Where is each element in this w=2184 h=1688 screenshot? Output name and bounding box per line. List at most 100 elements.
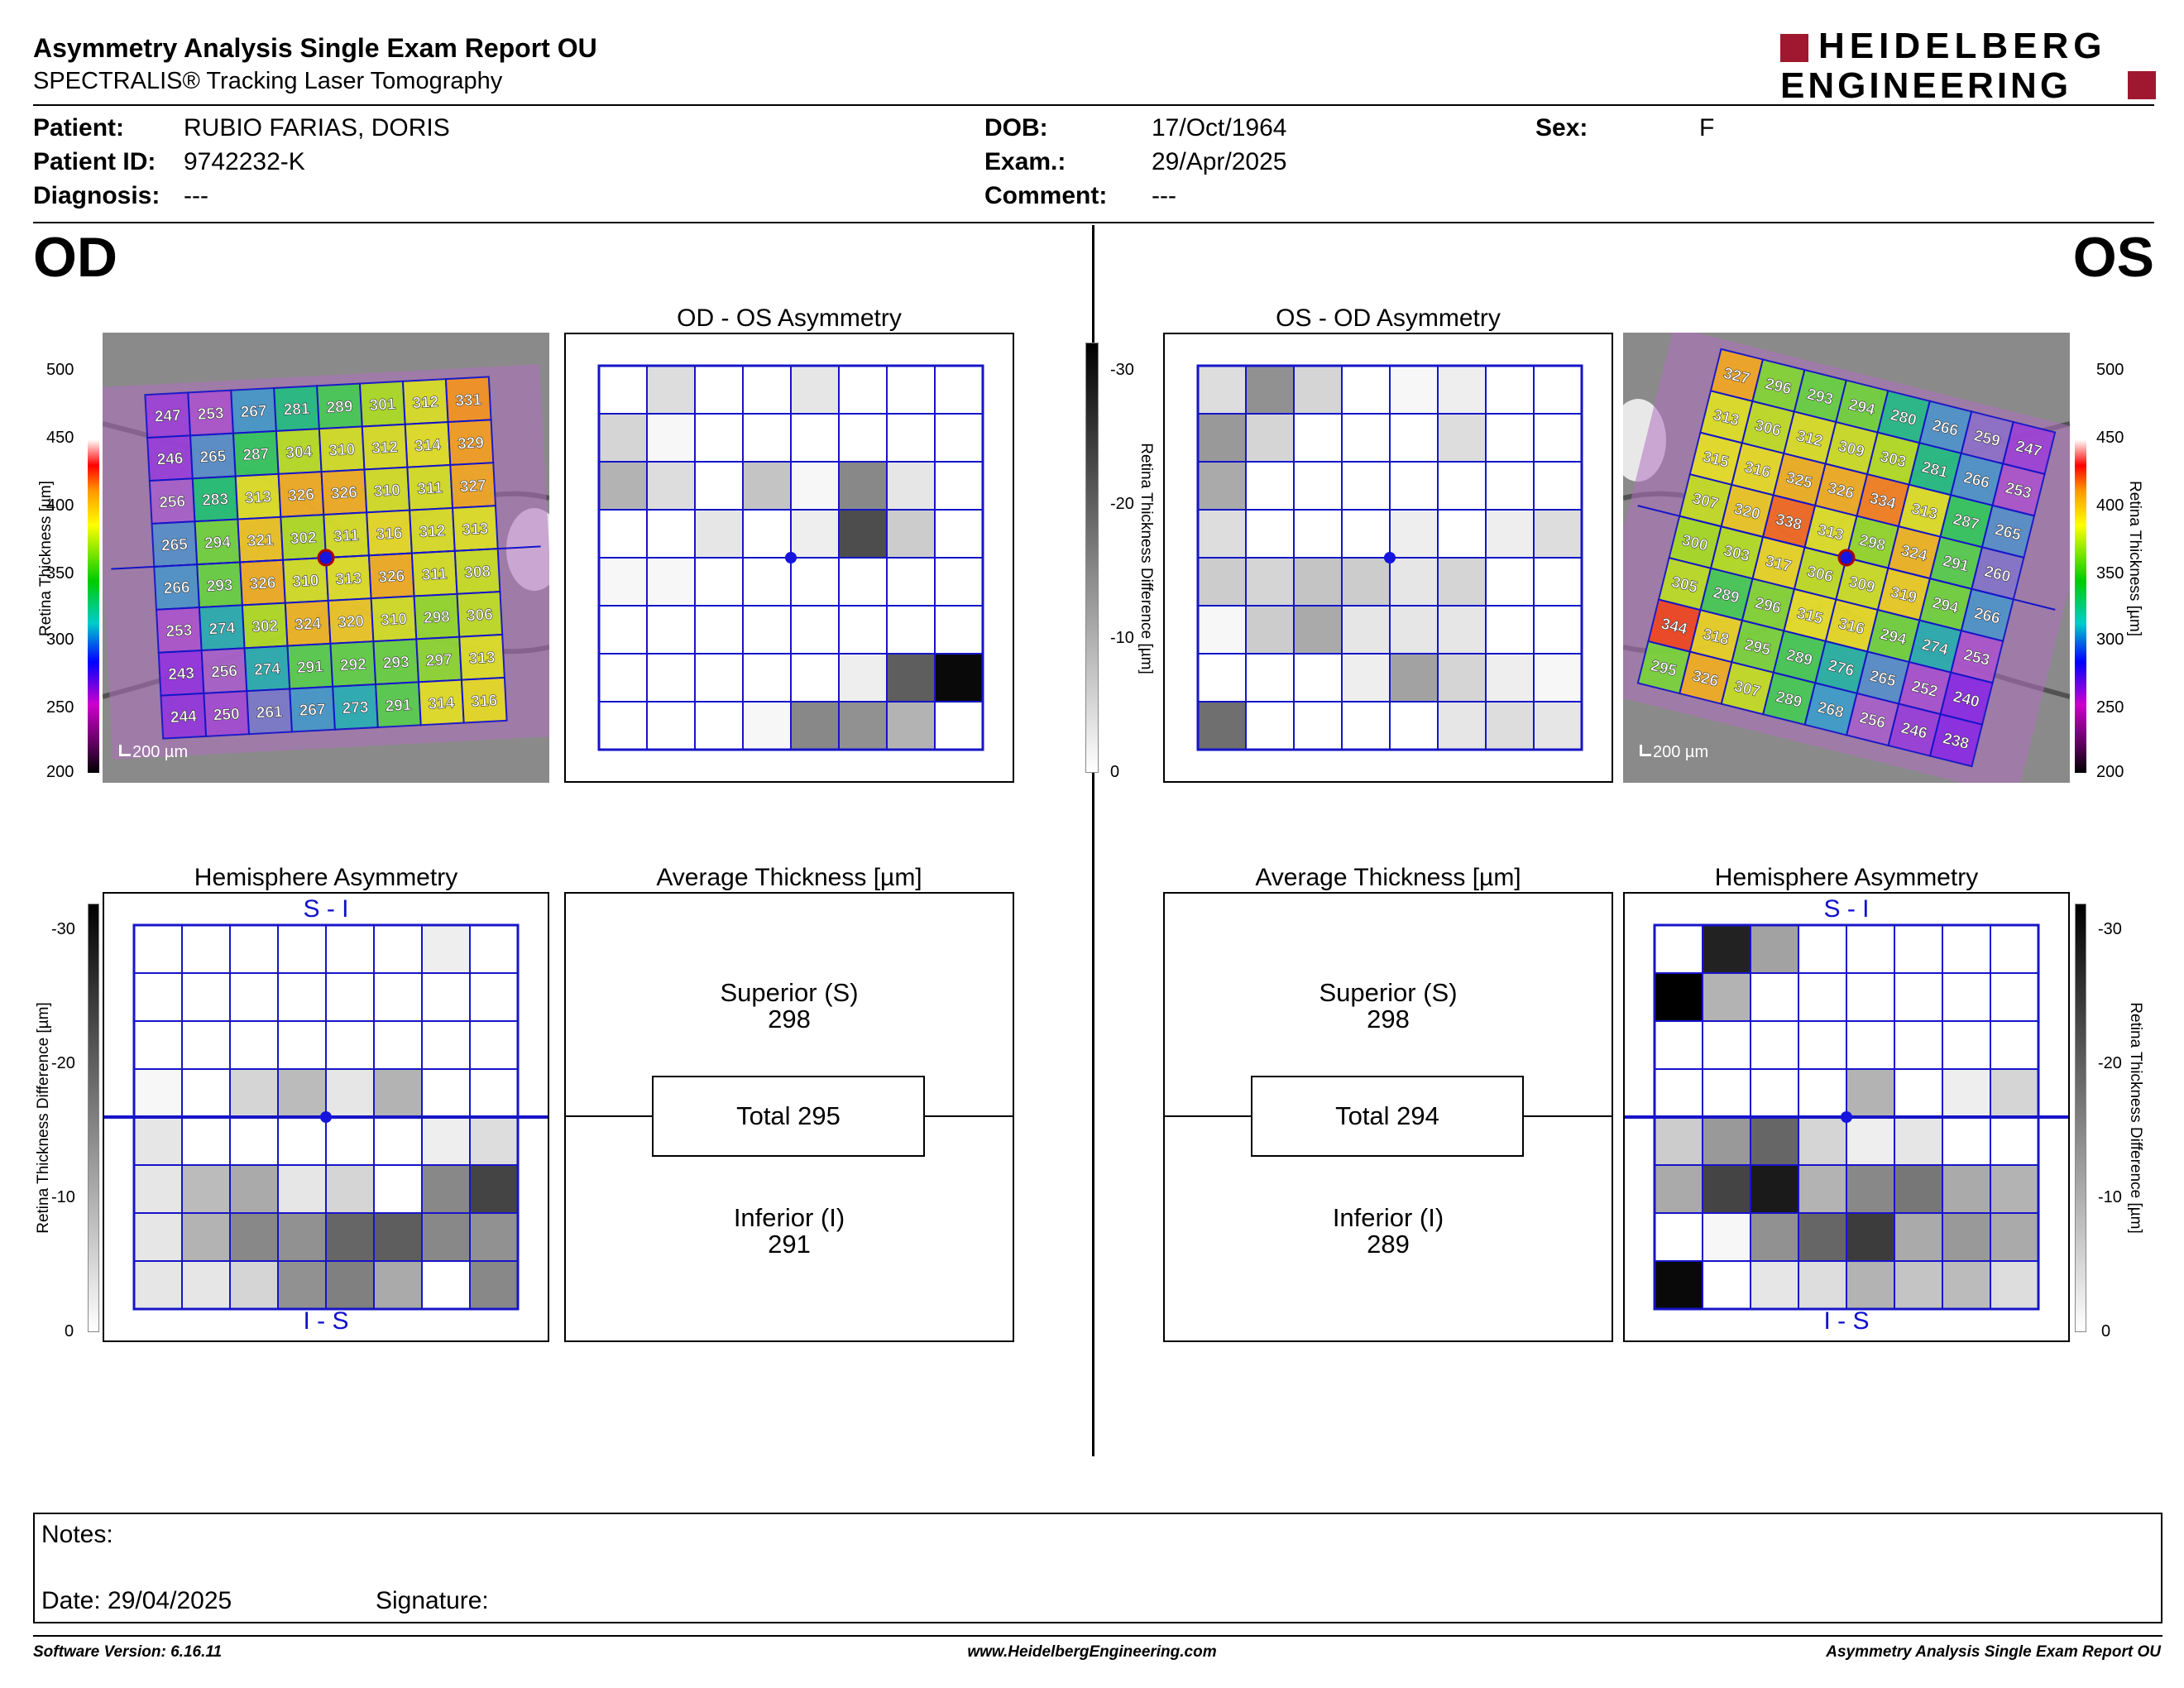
os-hemi-cell [1750,1260,1799,1310]
od-asym-cell [838,653,888,703]
os-average-title: Average Thickness [µm] [1255,864,1521,891]
os-fovea-dot [1837,549,1856,567]
od-hemi-cell [277,1260,327,1310]
os-hemi-cell [1750,1068,1799,1118]
os-hemi-cell [1990,1212,2039,1262]
report-title: Asymmetry Analysis Single Exam Report OU [33,33,597,63]
od-hemisphere-title: Hemisphere Asymmetry [194,864,458,891]
od-eye-label: OD [33,226,117,289]
os-inferior-label: Inferior (I) [1332,1203,1444,1232]
od-hemi-cell [181,972,231,1022]
od-thickness-value: 312 [412,394,439,413]
logo-text-engineering: ENGINEERING [1780,65,2072,106]
od-asym-cell [934,557,984,607]
patient-id-value: 9742232-K [184,148,305,175]
od-asym-cell [742,605,792,655]
od-thick-tick-350: 350 [46,564,74,583]
os-hemi-cell [1990,1068,2039,1118]
od-thick-tick-400: 400 [46,496,74,515]
od-asym-cell [646,413,696,463]
os-thick-tick-400: 400 [2096,496,2124,515]
os-thickness-colorbar [2075,346,2086,773]
od-thickness-value: 311 [417,479,443,498]
od-hemi-cell [229,1068,279,1118]
os-asym-cell [1245,413,1295,463]
od-hemi-cell [469,1116,519,1166]
od-thickness-value: 266 [163,579,190,598]
od-hemi-cell [421,972,471,1022]
od-thickness-value: 313 [245,488,272,507]
os-thick-tick-500: 500 [2096,361,2124,379]
os-thick-tick-450: 450 [2096,429,2124,447]
od-thickness-value: 316 [471,692,498,711]
od-thickness-value: 293 [382,654,410,673]
os-hemi-cell [1654,924,1703,974]
od-thickness-value: 256 [159,493,186,512]
os-hemi-cell [1846,1164,1895,1214]
od-hemi-tick-10: -10 [51,1188,75,1206]
od-thickness-value: 308 [464,563,491,583]
od-hemi-cell [421,924,471,974]
logo-square-bottom [2128,71,2156,99]
os-hemi-cell [1702,1068,1751,1118]
os-hemi-cell [1750,924,1799,974]
od-hemi-cell [181,1068,231,1118]
os-hemi-cell [1894,972,1943,1022]
od-thickness-value: 287 [242,445,270,464]
od-hemi-cell [421,1116,471,1166]
od-asym-cell [646,461,696,511]
logo-text-heidelberg: HEIDELBERG [1818,26,2107,66]
od-hemi-cell [373,972,423,1022]
od-thickness-value: 291 [385,697,412,716]
od-asym-cell [838,509,888,559]
od-asym-cell [742,701,792,750]
os-asym-cell [1485,413,1535,463]
od-asym-cell [694,413,744,463]
os-hemi-cell [1942,1068,1991,1118]
od-hemi-cell [325,1116,375,1166]
logo-square-top [1780,34,1808,62]
os-asym-cell [1341,461,1391,511]
od-asym-cell [886,365,936,415]
od-thickness-value: 267 [299,701,326,720]
os-asym-cell [1293,557,1343,607]
software-version: Software Version: 6.16.11 [33,1643,223,1661]
od-thickness-value: 256 [211,663,238,682]
od-asym-cell [646,557,696,607]
od-hemi-cell [421,1212,471,1262]
od-hemi-cell [421,1164,471,1214]
notes-box[interactable]: Notes: Date: 29/04/2025 Signature: [33,1513,2162,1623]
os-hemisphere-grid [1625,923,2068,1311]
od-thickness-value: 302 [251,617,279,636]
os-hemi-cell [1990,924,2039,974]
od-hemi-tick-0: 0 [65,1322,74,1340]
os-hemi-fovea-dot [1841,1111,1852,1123]
od-thickness-value: 310 [381,611,408,630]
od-asym-cell [598,701,648,750]
od-hemi-cell [133,972,183,1022]
od-thickness-cell [460,676,508,724]
os-hemi-cell [1942,1260,1991,1310]
os-hemi-cell [1798,972,1847,1022]
od-asym-cell [934,461,984,511]
os-asym-cell [1389,413,1439,463]
os-eye-label: OS [2072,226,2154,289]
od-hemi-cell [277,1164,327,1214]
os-hemi-cell [1750,1116,1799,1166]
os-hemi-cell [1654,1116,1703,1166]
od-hemi-cell [229,1020,279,1070]
os-asym-cell [1293,461,1343,511]
od-asym-cell [742,509,792,559]
website-link[interactable]: www.HeidelbergEngineering.com [967,1643,1217,1661]
os-hemi-cell [1798,1116,1847,1166]
os-asym-cell [1389,365,1439,415]
od-thickness-value: 310 [292,573,319,592]
os-hemi-tick-20: -20 [2098,1054,2122,1072]
os-hemi-cell [1894,1260,1943,1310]
od-thickness-value: 329 [457,434,485,453]
od-fovea-dot [317,549,335,567]
os-hemi-cell [1654,1164,1703,1214]
os-asym-cell [1533,365,1583,415]
od-thickness-value: 292 [339,656,366,675]
dob-value: 17/Oct/1964 [1152,114,1287,141]
